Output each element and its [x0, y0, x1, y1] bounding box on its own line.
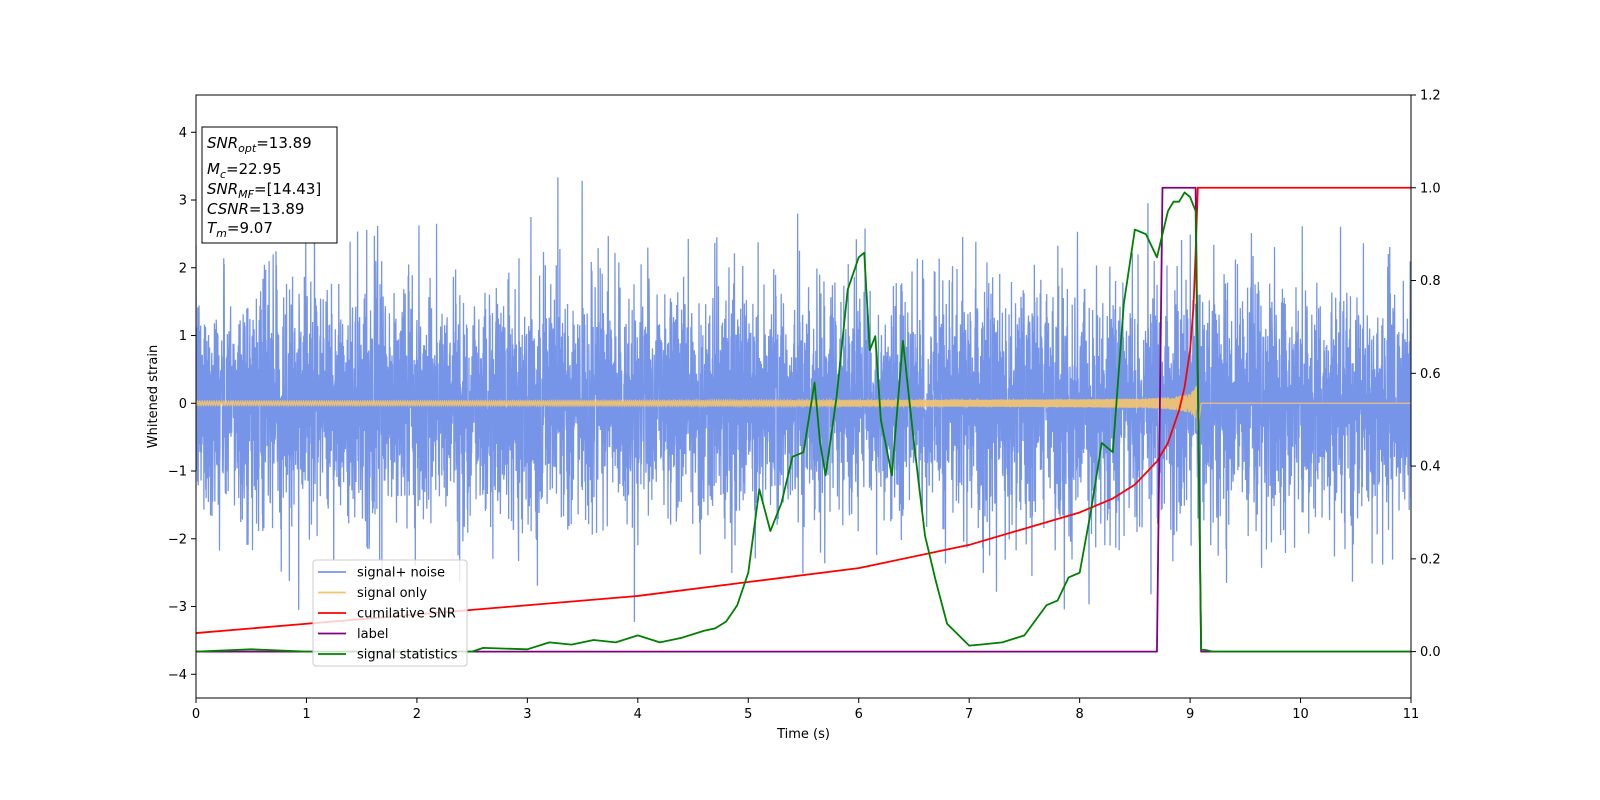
x-tick-label: 9: [1186, 707, 1194, 722]
info-snr-mf: SNRMF=[14.43]: [207, 180, 321, 201]
series-signal-only: [196, 385, 1411, 431]
x-tick-label: 3: [523, 707, 531, 722]
legend-label: signal statistics: [357, 648, 458, 663]
info-mc-symbol: M: [207, 160, 220, 178]
y-left-tick-label: 1: [179, 329, 187, 344]
y-axis-label: Whitened strain: [146, 345, 161, 448]
info-csnr: CSNR=13.89: [207, 200, 304, 218]
info-tm-symbol: T: [207, 219, 218, 237]
x-tick-label: 7: [965, 707, 973, 722]
x-tick-label: 4: [634, 707, 642, 722]
y-right-tick-label: 0.8: [1420, 274, 1441, 289]
legend-frame: [312, 559, 468, 667]
info-snr-mf-subscript: MF: [238, 188, 254, 201]
y-right-axis: 0.0 0.2 0.4 0.6 0.8 1.0 1.2: [1411, 89, 1441, 660]
info-snr-mf-value: =[14.43]: [254, 180, 321, 198]
y-right-tick-label: 1.0: [1420, 181, 1441, 196]
x-tick-label: 2: [413, 707, 421, 722]
x-tick-label: 11: [1403, 707, 1420, 722]
legend-label: signal+ noise: [357, 566, 445, 581]
y-right-tick-label: 0.2: [1420, 552, 1441, 567]
legend-label: label: [357, 627, 388, 642]
info-snr-mf-symbol: SNR: [207, 180, 238, 198]
series-signal-statistics: [196, 191, 1411, 653]
y-left-tick-label: −2: [168, 532, 187, 547]
y-left-axis: −4 −3 −2 −1 0 1 2 3 4: [168, 126, 196, 683]
info-snr-opt-subscript: opt: [238, 142, 257, 155]
y-left-tick-label: 2: [179, 261, 187, 276]
legend-label: cumilative SNR: [357, 607, 456, 622]
y-left-tick-label: −3: [168, 600, 187, 615]
legend: signal+ noise signal only cumilative SNR la…: [312, 559, 468, 667]
info-box: SNRopt=13.89Mc=22.95SNRMF=[14.43]CSNR=13…: [201, 126, 338, 244]
x-tick-label: 1: [302, 707, 310, 722]
info-tm-subscript: m: [216, 227, 227, 240]
y-right-tick-label: 0.6: [1420, 367, 1441, 382]
info-box-frame: [201, 126, 338, 244]
x-axis-label: Time (s): [776, 727, 830, 742]
info-snr-opt: SNRopt=13.89: [207, 134, 312, 155]
info-mc-value: =22.95: [226, 160, 282, 178]
info-snr-opt-value: =13.89: [256, 134, 312, 152]
y-left-tick-label: 3: [179, 194, 187, 209]
series-signal-noise: [196, 177, 1411, 622]
info-csnr-value: =13.89: [249, 200, 305, 218]
x-tick-label: 0: [192, 707, 200, 722]
y-right-tick-label: 0.4: [1420, 460, 1441, 475]
plot-frame: [195, 94, 1412, 699]
y-right-tick-label: 0.0: [1420, 645, 1441, 660]
x-tick-label: 6: [855, 707, 863, 722]
x-tick-label: 8: [1075, 707, 1083, 722]
legend-label: signal only: [357, 586, 427, 601]
x-tick-label: 5: [744, 707, 752, 722]
y-left-tick-label: −4: [168, 668, 187, 683]
info-mc-subscript: c: [220, 168, 226, 181]
info-csnr-symbol: CSNR: [207, 200, 249, 218]
y-left-tick-label: 0: [179, 397, 187, 412]
info-mc: Mc=22.95: [207, 160, 282, 181]
y-left-tick-label: 4: [179, 126, 187, 141]
info-tm: Tm=9.07: [207, 219, 273, 240]
info-tm-value: =9.07: [227, 219, 273, 237]
y-left-tick-label: −1: [168, 465, 187, 480]
y-right-tick-label: 1.2: [1420, 89, 1441, 104]
plot-area: [196, 177, 1411, 653]
x-axis: 0 1 2 3 4 5 6 7 8 9 10 11: [192, 698, 1419, 722]
x-tick-label: 10: [1292, 707, 1309, 722]
info-snr-opt-symbol: SNR: [207, 134, 238, 152]
